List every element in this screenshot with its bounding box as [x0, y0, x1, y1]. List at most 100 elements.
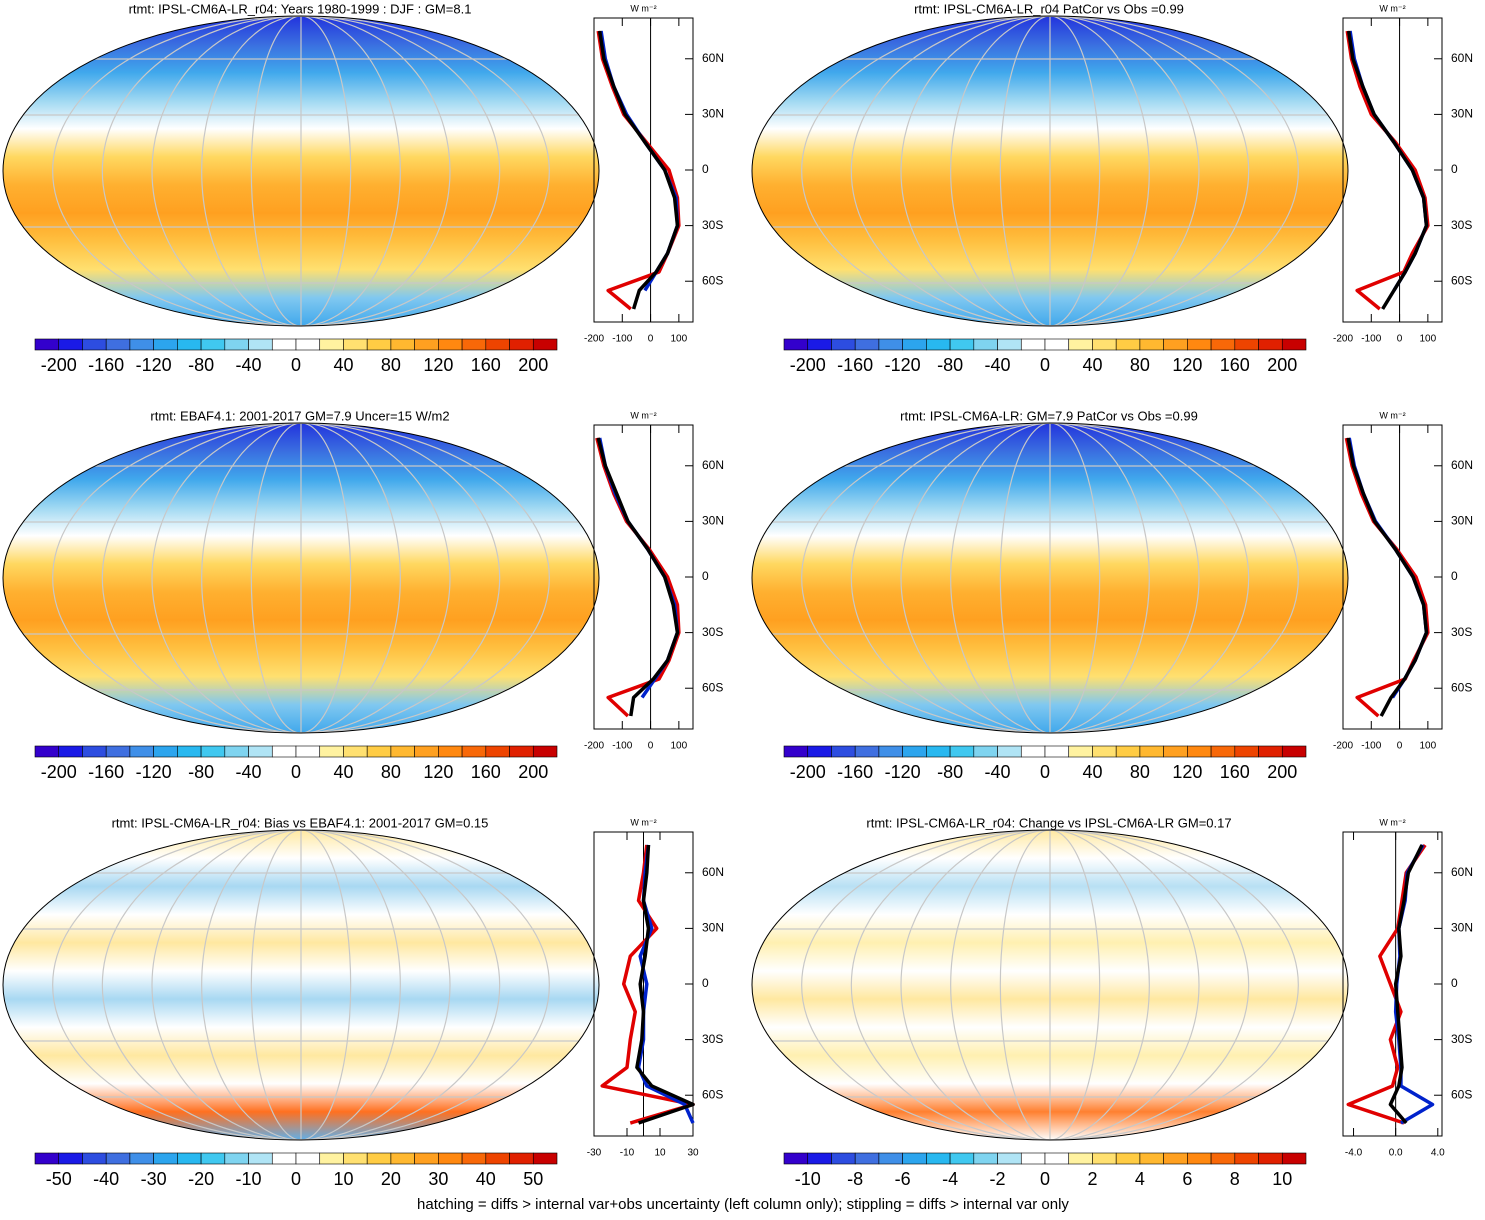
profile-line [1345, 30, 1430, 311]
x-tick-label: 100 [1420, 741, 1437, 752]
colorbar-cell [1020, 1152, 1046, 1165]
y-tick-label: 30N [702, 107, 724, 121]
x-tick-label: -100 [1361, 741, 1381, 752]
colorbar-label: -200 [790, 355, 826, 375]
colorbar-cell [1210, 745, 1236, 758]
x-tick-label: 0 [1397, 741, 1403, 752]
meridian [850, 423, 1250, 733]
colorbar-cell [831, 1152, 856, 1165]
colorbar-label: 200 [1267, 355, 1297, 375]
colorbar-cell [485, 338, 510, 351]
colorbar-cell [366, 745, 392, 758]
colorbar-cell [1187, 1152, 1212, 1165]
colorbar-label: -30 [141, 1169, 167, 1189]
colorbar-cell [1258, 1152, 1283, 1165]
meridian [801, 423, 1299, 733]
colorbar-cell [177, 1152, 202, 1165]
profile-unit: W m⁻² [1379, 3, 1405, 13]
x-tick-label: -100 [612, 741, 632, 752]
y-tick-label: 30S [702, 1032, 723, 1046]
colorbar-cell [1210, 1152, 1236, 1165]
footnote: hatching = diffs > internal var+obs unce… [417, 1196, 1069, 1213]
y-tick-label: 30S [702, 218, 723, 232]
colorbar-label: -200 [41, 762, 77, 782]
colorbar-label: 160 [1220, 762, 1250, 782]
x-tick-label: -200 [584, 334, 604, 345]
colorbar-label: -160 [837, 355, 873, 375]
x-tick-label: 0 [648, 334, 654, 345]
colorbar-cell [343, 338, 368, 351]
colorbar-cell [414, 1152, 439, 1165]
y-tick-label: 30S [1451, 218, 1472, 232]
colorbar-label: -80 [188, 355, 214, 375]
colorbar-cell [807, 1152, 832, 1165]
colorbar-cell [1115, 338, 1141, 351]
colorbar-label: -80 [188, 762, 214, 782]
colorbar-cell [902, 338, 927, 351]
colorbar-label: -10 [795, 1169, 821, 1189]
colorbar-cell [973, 1152, 998, 1165]
colorbar-cell [1068, 338, 1093, 351]
colorbar-cell [1044, 745, 1070, 758]
meridian [999, 423, 1101, 733]
colorbar-cell [177, 338, 202, 351]
y-tick-label: 60S [702, 1087, 723, 1101]
colorbar-cell [390, 1152, 415, 1165]
y-tick-label: 0 [1451, 569, 1458, 583]
colorbar-cell [200, 745, 226, 758]
colorbar-cell [319, 745, 344, 758]
colorbar-cell [854, 1152, 880, 1165]
meridian [950, 423, 1150, 733]
colorbar-label: 40 [1082, 355, 1102, 375]
graticule [752, 423, 1348, 733]
y-tick-label: 0 [702, 569, 709, 583]
colorbar-label: -6 [895, 1169, 911, 1189]
colorbar-cell [34, 1152, 60, 1165]
colorbar-cell [295, 745, 321, 758]
meridian [900, 16, 1200, 326]
graticule [752, 16, 1348, 326]
colorbar-label: -120 [885, 355, 921, 375]
colorbar-cell [438, 338, 463, 351]
y-tick-label: 60S [1451, 273, 1472, 287]
profile-line [1346, 843, 1427, 1125]
colorbar-cell [532, 338, 558, 351]
colorbar-label: 160 [1220, 355, 1250, 375]
colorbar-label: 40 [333, 762, 353, 782]
map-outline [751, 15, 1349, 327]
colorbar-label: -10 [236, 1169, 262, 1189]
colorbar-label: -160 [88, 355, 124, 375]
colorbar-cell [224, 745, 249, 758]
colorbar-cell [1092, 1152, 1117, 1165]
colorbar-cell [129, 1152, 154, 1165]
colorbar-cell [461, 1152, 487, 1165]
colorbar-label: -2 [990, 1169, 1006, 1189]
colorbar-label: 200 [1267, 762, 1297, 782]
colorbar-cell [783, 1152, 809, 1165]
meridian [250, 830, 352, 1140]
colorbar-cell [82, 338, 107, 351]
colorbar-cell [1163, 338, 1188, 351]
colorbar-cell [1020, 745, 1046, 758]
meridian [201, 423, 401, 733]
colorbar-cell [1020, 338, 1046, 351]
colorbar-cell [878, 1152, 903, 1165]
colorbar-label: -160 [88, 762, 124, 782]
colorbar-cell [438, 1152, 463, 1165]
colorbar-label: 6 [1182, 1169, 1192, 1189]
colorbar-label: 0 [291, 762, 301, 782]
colorbar-cell [438, 745, 463, 758]
colorbar-cell [973, 745, 998, 758]
profile-frame [1342, 831, 1443, 1137]
profile-line [600, 844, 695, 1125]
x-tick-label: 100 [671, 741, 688, 752]
graticule [752, 830, 1348, 1140]
map-title: rtmt: IPSL-CM6A-LR_r04 PatCor vs Obs =0.… [914, 1, 1184, 16]
meridian [101, 830, 501, 1140]
meridian [52, 830, 550, 1140]
meridian [801, 830, 1299, 1140]
profile-unit: W m⁻² [630, 817, 656, 827]
y-tick-label: 30N [702, 921, 724, 935]
colorbar-cell [1258, 338, 1283, 351]
profile-unit: W m⁻² [1379, 410, 1405, 420]
